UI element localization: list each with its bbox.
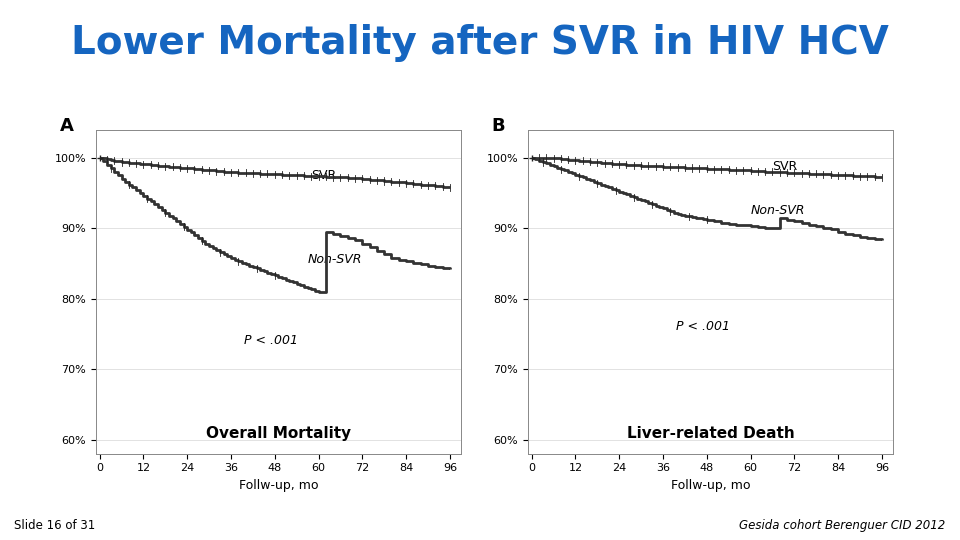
Text: Non-SVR: Non-SVR <box>751 204 804 217</box>
Text: SVR: SVR <box>311 169 337 182</box>
Text: Non-SVR: Non-SVR <box>307 253 362 266</box>
Text: Gesida cohort Berenguer CID 2012: Gesida cohort Berenguer CID 2012 <box>739 519 946 532</box>
Text: Lower Mortality after SVR in HIV HCV: Lower Mortality after SVR in HIV HCV <box>71 24 889 62</box>
Text: SVR: SVR <box>773 160 798 173</box>
Text: Slide 16 of 31: Slide 16 of 31 <box>14 519 96 532</box>
Text: P < .001: P < .001 <box>676 320 731 333</box>
Text: Liver-related Death: Liver-related Death <box>627 426 794 441</box>
X-axis label: Follw-up, mo: Follw-up, mo <box>239 479 318 492</box>
X-axis label: Follw-up, mo: Follw-up, mo <box>671 479 750 492</box>
Text: A: A <box>60 117 73 134</box>
Text: Overall Mortality: Overall Mortality <box>205 426 351 441</box>
Text: B: B <box>492 117 505 134</box>
Text: P < .001: P < .001 <box>244 334 299 347</box>
